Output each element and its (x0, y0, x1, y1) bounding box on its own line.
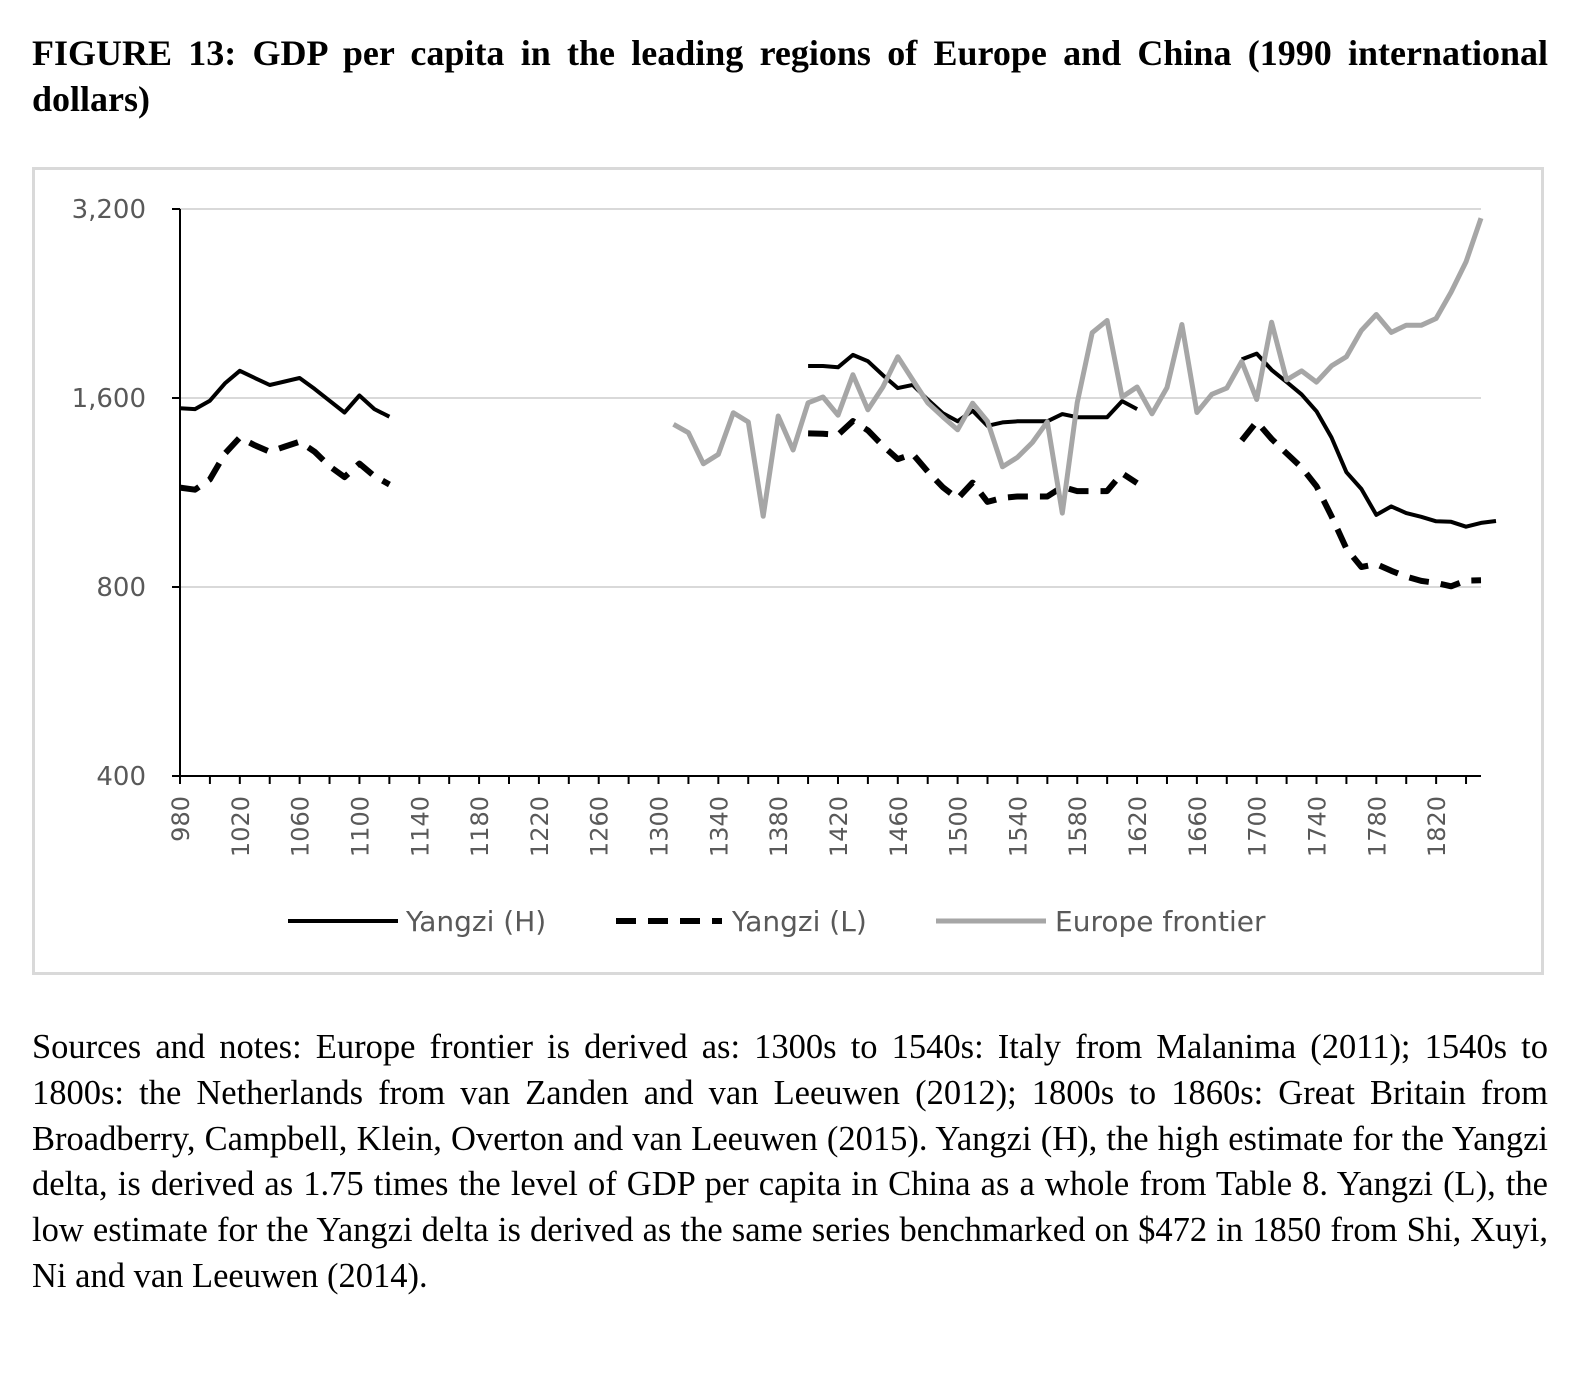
x-tick-label: 1060 (287, 796, 315, 857)
x-tick-label: 1180 (466, 796, 494, 857)
x-tick-label: 1620 (1124, 796, 1152, 857)
figure-notes: Sources and notes: Europe frontier is de… (32, 1028, 1548, 1295)
series-line-yangzi-l (179, 434, 391, 493)
y-tick-label: 1,600 (72, 384, 146, 414)
x-tick-label: 1300 (646, 796, 674, 857)
gridlines (180, 208, 1481, 588)
legend-label: Europe frontier (1055, 905, 1266, 938)
x-tick-label: 1260 (586, 796, 614, 857)
x-tick-label: 1780 (1363, 796, 1391, 857)
series-line-yangzi-h (179, 368, 391, 419)
x-tick-label: 980 (167, 796, 195, 842)
legend: Yangzi (H) Yangzi (L) Europe frontier (288, 905, 1266, 938)
x-tick-label: 1540 (1004, 796, 1032, 857)
x-tick-label: 1580 (1064, 796, 1092, 857)
x-tick-label: 1100 (346, 796, 374, 857)
x-tick-label: 1340 (705, 796, 733, 857)
figure-title: FIGURE 13: GDP per capita in the leading… (32, 33, 1548, 119)
x-tick-label: 1500 (945, 796, 973, 857)
x-tick-label: 1140 (406, 796, 434, 857)
series-line-yangzi-l (1239, 418, 1482, 590)
x-tick-label: 1420 (825, 796, 853, 857)
x-tick-label: 1460 (885, 796, 913, 857)
series-lines (179, 217, 1497, 590)
x-tick-label: 1220 (526, 796, 554, 857)
x-tick-label: 1820 (1423, 796, 1451, 857)
x-tick-label: 1020 (227, 796, 255, 857)
x-tick-label: 1740 (1304, 796, 1332, 857)
legend-label: Yangzi (L) (731, 905, 867, 938)
series-line-yangzi-l (808, 418, 1139, 505)
chart-frame (32, 167, 1544, 975)
x-tick-label: 1380 (765, 796, 793, 857)
line-chart: 400 800 1,600 3,200 980 1020 1060 1100 1140 1180 1… (72, 195, 1497, 938)
y-tick-label: 800 (96, 573, 146, 603)
axes: 400 800 1,600 3,200 980 1020 1060 1100 1140 1180 1… (72, 195, 1481, 857)
y-tick-label: 400 (96, 762, 146, 792)
legend-label: Yangzi (H) (405, 905, 546, 938)
series-line-europe-frontier (672, 217, 1484, 519)
series-line-yangzi-h (808, 352, 1139, 428)
y-tick-label: 3,200 (72, 195, 146, 225)
series-line-yangzi-h (1240, 351, 1497, 529)
x-tick-label: 1660 (1184, 796, 1212, 857)
x-tick-label: 1700 (1244, 796, 1272, 857)
